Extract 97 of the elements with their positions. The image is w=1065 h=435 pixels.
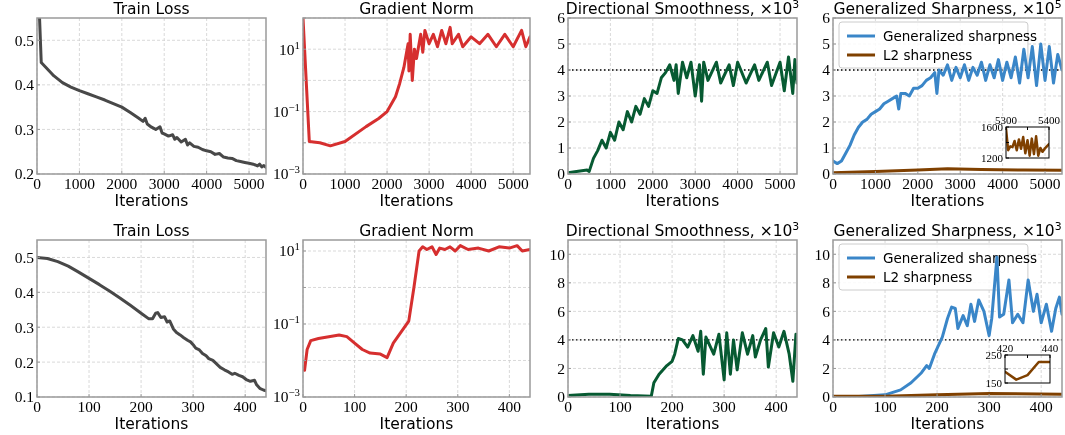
x-tick-label: 4000 [987,175,1019,192]
x-axis-title: Iterations [379,415,454,433]
y-tick-label: 3 [557,87,566,105]
x-tick-label: 1000 [594,175,627,192]
x-tick-label: 100 [873,398,897,415]
y-tick-label: 0.2 [14,353,34,371]
x-axis-title: Iterations [114,192,189,210]
x-tick-label: 400 [233,398,258,415]
x-tick-label: 200 [129,398,153,415]
x-tick-label: 400 [497,398,522,415]
x-tick-label: 2000 [637,175,669,192]
y-tick-label: 10$^{1}$ [279,38,300,58]
y-tick-label: 4 [557,331,566,349]
y-tick-label: 10$^{−1}$ [272,313,300,333]
y-tick-label: 4 [557,61,566,79]
x-axis-title: Iterations [910,415,985,433]
y-tick-label: 0.5 [14,31,35,49]
y-tick-label: 0.3 [14,120,35,138]
legend-label: Generalized sharpness [883,27,1038,44]
x-axis-title: Iterations [379,192,454,210]
x-tick-label: 2000 [106,175,138,192]
y-tick-label: 10 [814,245,831,263]
x-axis-title: Iterations [645,192,720,210]
y-tick-label: 0.3 [14,318,35,336]
x-tick-label: 400 [764,398,789,415]
x-tick-label: 5000 [497,175,529,192]
x-tick-label: 1000 [329,175,361,192]
x-tick-label: 300 [977,398,1002,415]
y-tick-label: 0.2 [14,165,34,183]
y-tick-label: 1 [557,139,565,157]
x-tick-label: 5400 [1038,114,1061,126]
y-tick-label: 10$^{−1}$ [272,101,300,121]
y-tick-label: 0.4 [14,76,35,94]
chart-title: Directional Smoothness, ×10$^{3}$ [565,219,800,240]
chart-title: Gradient Norm [359,0,474,18]
x-tick-label: 400 [1029,398,1054,415]
y-tick-label: 5 [822,35,831,53]
y-tick-label: 2 [557,113,565,131]
y-tick-label: 1 [822,139,830,157]
x-axis-title: Iterations [114,415,189,433]
chart-title: Generalized Sharpness, ×10$^{3}$ [833,219,1062,240]
y-tick-label: 4 [822,331,831,349]
chart-title: Train Loss [112,222,190,240]
x-tick-label: 5000 [233,175,265,192]
x-tick-label: 200 [925,398,949,415]
y-tick-label: 10 [549,245,566,263]
y-tick-label: 8 [557,274,566,292]
y-tick-label: 8 [822,274,831,292]
y-tick-label: 150 [985,376,1003,389]
y-tick-label: 6 [557,302,566,320]
legend-label: L2 sharpness [883,46,973,63]
chart-title: Gradient Norm [359,222,474,240]
x-tick-label: 200 [394,398,419,415]
x-tick-label: 3000 [413,175,445,192]
y-tick-label: 4 [822,61,831,79]
legend-label: Generalized sharpness [883,249,1038,266]
x-axis-title: Iterations [910,192,985,210]
y-tick-label: 5 [557,35,566,53]
y-tick-label: 0.5 [14,248,35,266]
y-tick-label: 2 [557,359,565,377]
y-tick-label: 6 [822,9,831,27]
chart-title: Train Loss [112,0,190,18]
x-tick-label: 100 [608,398,632,415]
x-tick-label: 300 [446,398,470,415]
y-tick-label: 2 [822,359,830,377]
y-tick-label: 0.1 [14,388,34,406]
y-tick-label: 2 [822,113,830,131]
x-tick-label: 3000 [148,175,180,192]
x-tick-label: 200 [660,398,684,415]
x-tick-label: 100 [77,398,101,415]
x-tick-label: 3000 [679,175,711,192]
x-tick-label: 4000 [722,175,754,192]
x-tick-label: 5000 [764,175,796,192]
x-axis-title: Iterations [645,415,720,433]
x-tick-label: 1000 [859,175,892,192]
x-tick-label: 300 [712,398,737,415]
x-tick-label: 300 [181,398,206,415]
y-tick-label: 3 [822,87,831,105]
x-tick-label: 4000 [191,175,223,192]
y-tick-label: 6 [557,9,566,27]
y-tick-label: 10$^{−3}$ [272,163,300,183]
y-tick-label: 6 [822,302,831,320]
x-tick-label: 1000 [63,175,96,192]
x-tick-label: 4000 [455,175,487,192]
y-tick-label: 10$^{1}$ [279,240,300,260]
chart-title: Directional Smoothness, ×10$^{3}$ [565,0,800,18]
y-tick-label: 1200 [981,151,1004,164]
chart-title: Generalized Sharpness, ×10$^{5}$ [833,0,1062,18]
y-tick-label: 10$^{−3}$ [272,386,300,406]
x-tick-label: 5000 [1029,175,1061,192]
legend-label: L2 sharpness [883,268,973,285]
x-tick-label: 3000 [944,175,976,192]
x-tick-label: 440 [1041,342,1059,354]
x-tick-label: 2000 [902,175,934,192]
x-tick-label: 100 [342,398,367,415]
y-tick-label: 0.4 [14,283,35,301]
x-tick-label: 2000 [371,175,403,192]
